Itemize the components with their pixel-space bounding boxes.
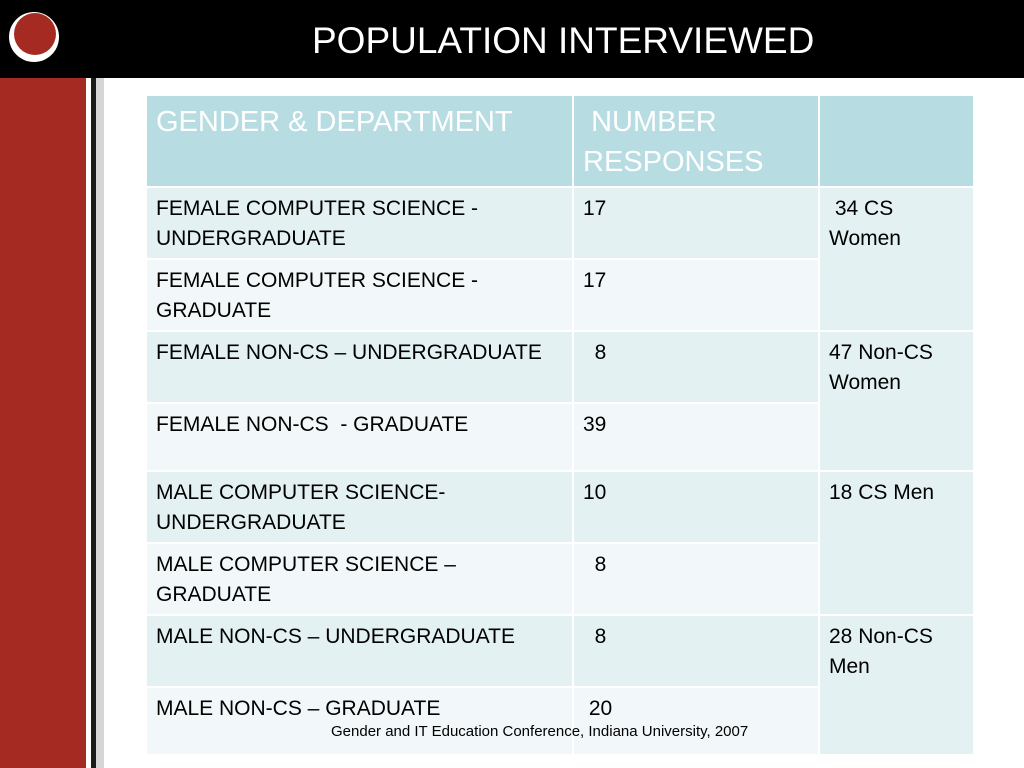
- table-row: MALE COMPUTER SCIENCE – GRADUATE 8: [145, 542, 974, 616]
- logo-circle: [14, 13, 56, 55]
- department-cell: FEMALE NON-CS – UNDERGRADUATE: [145, 330, 574, 404]
- sidebar-line: [91, 78, 96, 768]
- title-bar: POPULATION INTERVIEWED: [0, 0, 1024, 78]
- department-cell: MALE NON-CS – UNDERGRADUATE: [145, 614, 574, 688]
- department-cell: FEMALE COMPUTER SCIENCE - UNDERGRADUATE: [145, 186, 574, 260]
- number-cell: 39: [572, 402, 820, 472]
- footer-citation: Gender and IT Education Conference, Indi…: [331, 723, 749, 740]
- number-cell: 8: [572, 614, 820, 688]
- header-number-responses: NUMBER RESPONSES: [572, 94, 820, 188]
- table-row: MALE COMPUTER SCIENCE- UNDERGRADUATE 10 …: [145, 470, 975, 616]
- department-cell: MALE NON-CS – GRADUATE: [145, 686, 574, 756]
- number-cell: 10: [572, 470, 820, 544]
- group-total-cell: 18 CS Men: [818, 470, 975, 616]
- table-row: MALE NON-CS – GRADUATE 20: [145, 686, 974, 756]
- department-cell: FEMALE NON-CS - GRADUATE: [145, 402, 574, 472]
- table-row: FEMALE COMPUTER SCIENCE - UNDERGRADUATE …: [145, 186, 975, 332]
- table-header-row: GENDER & DEPARTMENT NUMBER RESPONSES: [145, 94, 975, 188]
- number-cell: 8: [572, 330, 820, 404]
- sidebar-shadow: [96, 78, 104, 768]
- number-cell: 8: [572, 542, 820, 616]
- group-total-cell: 47 Non-CS Women: [818, 330, 975, 472]
- table-row: MALE NON-CS – UNDERGRADUATE 8 28 Non-CS …: [145, 614, 975, 756]
- sidebar-accent: [0, 78, 86, 768]
- sidebar-gap: [86, 78, 91, 768]
- department-cell: MALE COMPUTER SCIENCE- UNDERGRADUATE: [145, 470, 574, 544]
- table-row: FEMALE NON-CS - GRADUATE 39: [145, 402, 974, 472]
- department-cell: MALE COMPUTER SCIENCE – GRADUATE: [145, 542, 574, 616]
- table-row: FEMALE NON-CS – UNDERGRADUATE 8 47 Non-C…: [145, 330, 975, 472]
- header-group: [818, 94, 975, 188]
- group-total-cell: 34 CS Women: [818, 186, 975, 332]
- number-cell: 17: [572, 186, 820, 260]
- number-cell: 17: [572, 258, 820, 332]
- population-table: GENDER & DEPARTMENT NUMBER RESPONSES FEM…: [145, 94, 975, 756]
- department-cell: FEMALE COMPUTER SCIENCE - GRADUATE: [145, 258, 574, 332]
- logo-icon: [9, 12, 59, 62]
- table-row: FEMALE COMPUTER SCIENCE - GRADUATE 17: [145, 258, 974, 332]
- header-gender-department: GENDER & DEPARTMENT: [145, 94, 574, 188]
- number-cell: 20: [572, 686, 820, 756]
- slide-title: POPULATION INTERVIEWED: [312, 20, 815, 61]
- group-total-cell: 28 Non-CS Men: [818, 614, 975, 756]
